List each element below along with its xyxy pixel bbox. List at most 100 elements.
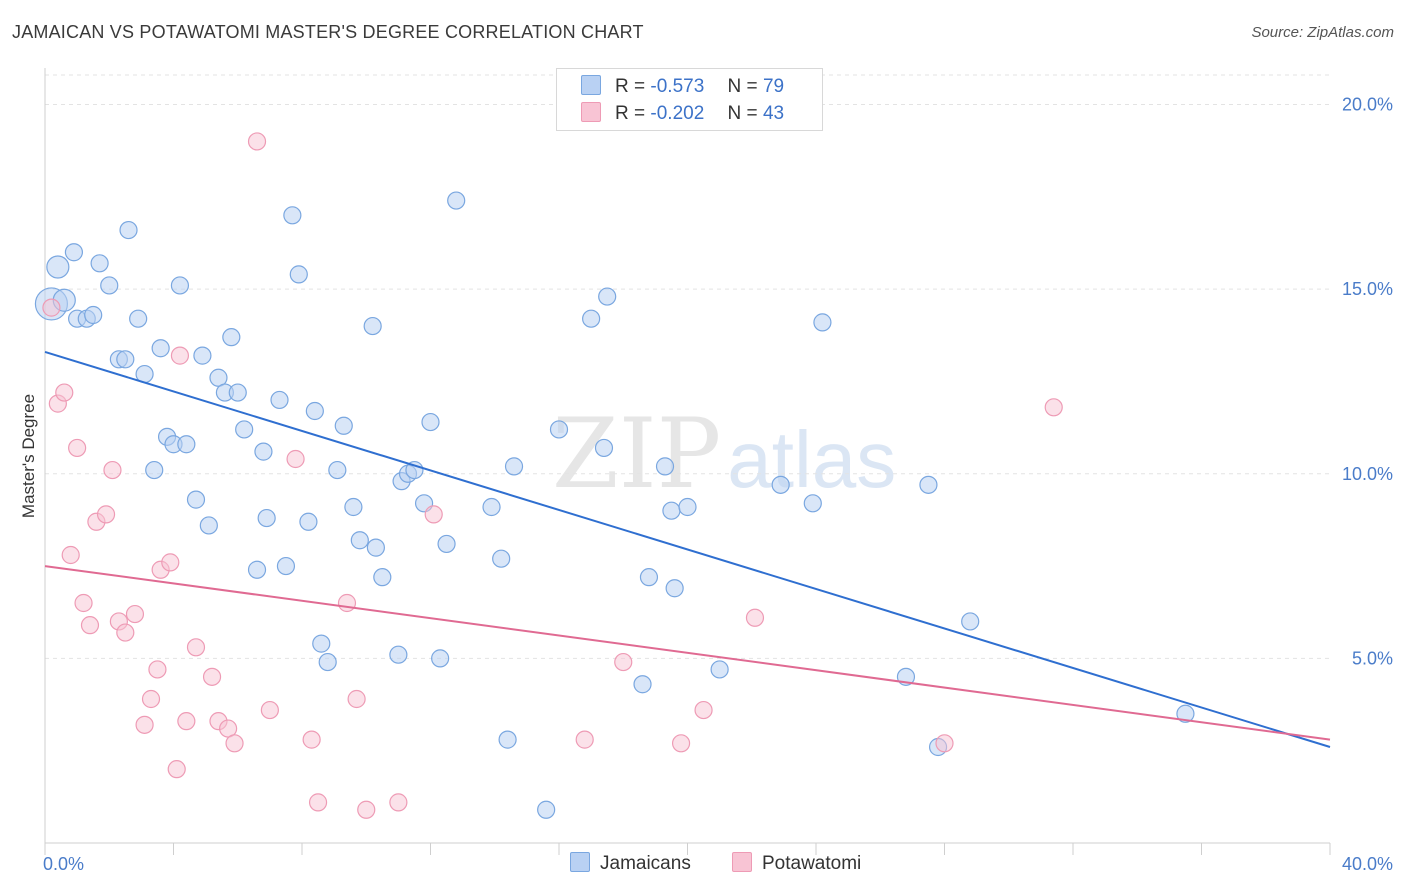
jamaicans-point: [283, 206, 302, 225]
potawatomi-point: [135, 715, 154, 734]
jamaicans-swatch: [581, 75, 601, 95]
jamaicans-point: [100, 276, 119, 295]
bottom-legend-potawatomi[interactable]: Potawatomi: [732, 852, 861, 875]
jamaicans-point: [537, 800, 556, 819]
jamaicans-n-value: 79: [762, 76, 785, 97]
jamaicans-r-value: -0.573: [650, 76, 705, 97]
potawatomi-point: [148, 660, 167, 679]
y-axis-label: Master's Degree: [19, 394, 38, 518]
potawatomi-point: [202, 667, 222, 686]
jamaicans-points: [34, 191, 1195, 819]
jamaicans-point: [431, 649, 450, 668]
jamaicans-point: [64, 243, 84, 262]
jamaicans-point: [1176, 704, 1195, 723]
potawatomi-points: [42, 132, 1063, 819]
jamaicans-point: [803, 494, 822, 513]
jamaicans-point: [254, 442, 273, 461]
jamaicans-point: [961, 612, 980, 631]
potawatomi-trend-line: [44, 565, 1331, 741]
jamaicans-legend-label: Jamaicans: [600, 853, 691, 874]
y-tick-label: 15.0%: [1342, 279, 1393, 299]
jamaicans-point: [633, 675, 652, 694]
potawatomi-point: [745, 608, 765, 627]
potawatomi-point: [337, 593, 357, 613]
jamaicans-legend-swatch: [570, 852, 590, 872]
bottom-legend-jamaicans[interactable]: Jamaicans: [570, 852, 691, 875]
jamaicans-point: [116, 350, 135, 369]
potawatomi-point: [347, 689, 366, 709]
jamaicans-point: [247, 560, 267, 579]
potawatomi-point: [286, 449, 305, 469]
jamaicans-point: [447, 191, 466, 210]
jamaicans-point: [334, 416, 353, 435]
jamaicans-point: [228, 383, 247, 402]
legend-n-label: N =: [727, 76, 758, 97]
potawatomi-point: [935, 734, 954, 753]
y-tick-label: 20.0%: [1342, 95, 1393, 115]
potawatomi-point: [61, 545, 80, 565]
potawatomi-point: [357, 800, 376, 819]
potawatomi-point: [186, 638, 206, 657]
jamaicans-point: [289, 265, 308, 284]
jamaicans-point: [170, 276, 190, 295]
potawatomi-r-value: -0.202: [650, 103, 705, 124]
potawatomi-point: [308, 793, 328, 812]
jamaicans-point: [186, 490, 206, 509]
potawatomi-point: [74, 593, 93, 613]
jamaicans-trend-line: [44, 350, 1331, 748]
jamaicans-point: [639, 568, 659, 587]
jamaicans-point: [498, 730, 517, 749]
potawatomi-point: [247, 132, 267, 151]
gridlines: [45, 74, 1330, 659]
legend-row-potawatomi: R = -0.202 N = 43: [581, 102, 784, 126]
potawatomi-point: [260, 700, 279, 720]
jamaicans-point: [771, 475, 790, 494]
potawatomi-point: [141, 689, 161, 709]
watermark-atlas: atlas: [727, 415, 897, 504]
potawatomi-point: [614, 652, 633, 672]
potawatomi-point: [225, 734, 244, 753]
jamaicans-point: [437, 534, 456, 554]
potawatomi-point: [1044, 398, 1063, 417]
trend-lines: [44, 350, 1331, 748]
jamaicans-point: [257, 508, 276, 528]
x-tick-label-max: 40.0%: [1342, 854, 1393, 874]
jamaicans-point: [46, 255, 70, 279]
jamaicans-point: [129, 309, 148, 328]
potawatomi-legend-swatch: [732, 852, 752, 872]
jamaicans-point: [199, 516, 218, 535]
potawatomi-point: [42, 298, 61, 317]
potawatomi-point: [116, 623, 135, 642]
jamaicans-point: [312, 634, 331, 653]
potawatomi-n-value: 43: [762, 103, 785, 124]
axis-labels: 5.0% 10.0% 15.0% 20.0% 0.0% 40.0% Master's Deg…: [19, 95, 1393, 874]
watermark: ZIPatlas: [552, 398, 896, 510]
potawatomi-point: [161, 553, 180, 572]
legend-n-label: N =: [727, 103, 758, 124]
jamaicans-point: [305, 401, 324, 421]
jamaicans-point: [177, 435, 196, 454]
potawatomi-point: [167, 760, 186, 779]
jamaicans-point: [222, 328, 241, 347]
potawatomi-point: [170, 346, 190, 365]
potawatomi-point: [302, 730, 321, 749]
jamaicans-point: [389, 645, 408, 664]
jamaicans-point: [919, 475, 938, 494]
jamaicans-point: [492, 549, 511, 568]
jamaicans-point: [594, 438, 614, 458]
jamaicans-point: [363, 316, 382, 336]
potawatomi-point: [671, 734, 691, 753]
jamaicans-point: [373, 568, 392, 587]
jamaicans-point: [328, 460, 347, 480]
jamaicans-point: [813, 313, 832, 332]
x-tick-label-min: 0.0%: [43, 854, 84, 874]
jamaicans-point: [84, 305, 103, 325]
jamaicans-point: [270, 390, 289, 410]
legend-row-jamaicans: R = -0.573 N = 79: [581, 75, 784, 99]
jamaicans-point: [665, 579, 684, 598]
potawatomi-point: [103, 460, 122, 480]
y-tick-label: 5.0%: [1352, 648, 1393, 668]
jamaicans-point: [151, 339, 170, 358]
source-label: Source: ZipAtlas.com: [1251, 24, 1394, 41]
